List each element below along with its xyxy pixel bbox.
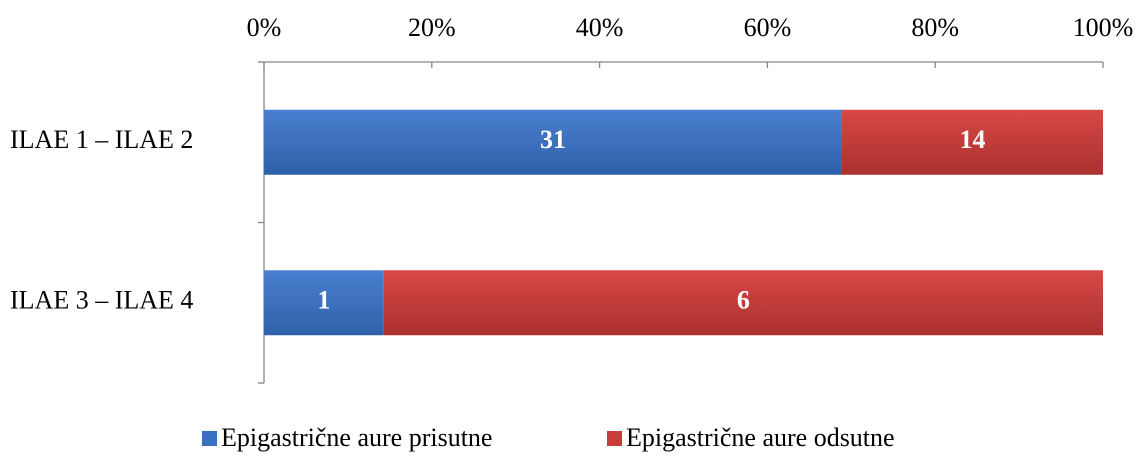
legend-label: Epigastrične aure prisutne [221,423,492,452]
x-tick-label: 40% [576,13,624,42]
data-label: 31 [540,125,566,154]
data-label: 14 [959,125,985,154]
x-tick-label: 0% [247,13,282,42]
y-tick-label: ILAE 1 – ILAE 2 [10,125,193,154]
x-tick-label: 20% [408,13,456,42]
legend-swatch [202,431,217,446]
legend-label: Epigastrične aure odsutne [626,423,895,452]
legend-swatch [607,431,622,446]
y-tick-label: ILAE 3 – ILAE 4 [10,286,193,315]
bar-segment [383,270,1103,336]
data-label: 1 [317,286,330,315]
bar-segment [264,109,842,175]
x-tick-label: 60% [744,13,792,42]
data-label: 6 [737,286,750,315]
x-tick-label: 80% [911,13,959,42]
bar-segment [264,270,384,336]
x-tick-label: 100% [1073,13,1134,42]
bar-segment [841,109,1103,175]
